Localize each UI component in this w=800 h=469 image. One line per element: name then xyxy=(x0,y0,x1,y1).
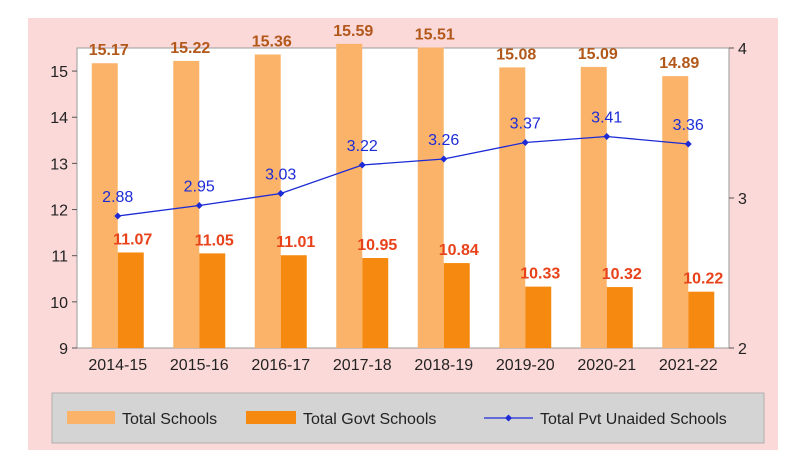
left-tick-label: 12 xyxy=(50,203,68,220)
bar-total-schools xyxy=(580,66,607,348)
legend-marker-pvt-unaided xyxy=(505,414,512,422)
bar-govt-schools xyxy=(525,286,552,348)
legend-label-total-schools: Total Schools xyxy=(122,411,217,428)
label-pvt-unaided: 2.95 xyxy=(184,179,215,196)
x-tick-label: 2017-18 xyxy=(333,357,392,374)
bar-total-schools xyxy=(499,67,526,348)
right-tick-label: 2 xyxy=(738,341,747,358)
label-govt-schools: 11.01 xyxy=(276,234,315,251)
bar-govt-schools xyxy=(606,287,633,348)
bar-total-schools xyxy=(254,54,281,348)
legend: Total Schools Total Govt Schools Total Pvt… xyxy=(51,392,765,444)
label-total-schools: 15.59 xyxy=(333,23,373,40)
bar-total-schools xyxy=(417,47,444,349)
bar-total-schools xyxy=(91,63,118,348)
left-tick-label: 13 xyxy=(50,156,68,173)
bar-govt-schools xyxy=(199,253,226,348)
bar-total-schools xyxy=(336,43,363,348)
legend-label-govt-schools: Total Govt Schools xyxy=(303,411,436,428)
left-tick-label: 10 xyxy=(50,295,68,312)
legend-swatch-total-schools xyxy=(67,411,115,424)
right-tick-label: 4 xyxy=(738,41,747,58)
marker-pvt-unaided xyxy=(440,155,448,163)
label-total-schools: 15.22 xyxy=(170,40,210,57)
x-tick-label: 2021-22 xyxy=(659,357,718,374)
legend-box xyxy=(51,392,765,444)
label-govt-schools: 10.32 xyxy=(602,266,642,283)
label-total-schools: 15.09 xyxy=(578,46,618,63)
label-govt-schools: 11.05 xyxy=(195,232,234,249)
legend-swatch-govt-schools xyxy=(246,411,296,424)
left-axis: 9 10 11 12 13 14 15 xyxy=(50,64,77,358)
x-tick-label: 2014-15 xyxy=(88,357,147,374)
x-tick-label: 2015-16 xyxy=(170,357,229,374)
left-tick-label: 14 xyxy=(50,110,68,127)
label-pvt-unaided: 3.41 xyxy=(591,110,622,127)
bar-total-schools xyxy=(173,60,200,349)
x-tick-label: 2020-21 xyxy=(577,357,636,374)
label-total-schools: 15.17 xyxy=(89,42,129,59)
label-total-schools: 15.08 xyxy=(496,46,536,63)
marker-pvt-unaided xyxy=(358,161,366,169)
line-pvt-unaided xyxy=(117,135,689,217)
marker-pvt-unaided xyxy=(277,190,285,197)
label-govt-schools: 10.95 xyxy=(357,237,397,254)
marker-pvt-unaided xyxy=(114,212,122,220)
label-govt-schools: 10.22 xyxy=(683,271,723,288)
x-tick-label: 2019-20 xyxy=(496,357,555,374)
label-total-schools: 15.51 xyxy=(415,27,455,44)
marker-pvt-unaided xyxy=(521,139,529,146)
label-pvt-unaided: 3.22 xyxy=(347,138,378,155)
marker-pvt-unaided xyxy=(684,140,692,148)
left-tick-label: 11 xyxy=(51,249,68,266)
x-tick-label: 2018-19 xyxy=(414,357,473,374)
right-axis: 2 3 4 xyxy=(729,41,747,358)
data-labels: 15.17 11.07 15.22 11.05 15.36 11.01 15.59 10.95… xyxy=(89,23,724,288)
x-axis: 2014-15 2015-16 2016-17 2017-18 2018-19 2019-… xyxy=(88,357,717,374)
x-tick-label: 2016-17 xyxy=(251,357,310,374)
marker-pvt-unaided xyxy=(195,202,203,209)
bars xyxy=(91,43,715,349)
left-tick-label: 9 xyxy=(59,341,68,358)
label-govt-schools: 11.07 xyxy=(113,231,152,248)
label-pvt-unaided: 3.26 xyxy=(428,132,459,149)
label-pvt-unaided: 2.88 xyxy=(102,189,133,206)
label-total-schools: 15.36 xyxy=(252,33,292,50)
bar-total-schools xyxy=(662,76,689,349)
left-tick-label: 15 xyxy=(50,64,68,81)
bar-govt-schools xyxy=(362,258,389,348)
marker-pvt-unaided xyxy=(603,133,611,140)
label-govt-schools: 10.84 xyxy=(439,242,479,259)
right-tick-label: 3 xyxy=(738,191,747,208)
label-pvt-unaided: 3.37 xyxy=(510,116,541,133)
label-govt-schools: 10.33 xyxy=(520,266,560,283)
bar-govt-schools xyxy=(443,263,470,348)
label-pvt-unaided: 3.36 xyxy=(673,117,704,134)
bar-govt-schools xyxy=(117,252,144,348)
bar-govt-schools xyxy=(688,291,715,348)
label-total-schools: 14.89 xyxy=(659,55,699,72)
legend-label-pvt-unaided: Total Pvt Unaided Schools xyxy=(540,411,727,428)
bar-govt-schools xyxy=(280,255,307,348)
line-series xyxy=(114,133,692,220)
label-pvt-unaided: 3.03 xyxy=(265,167,296,184)
